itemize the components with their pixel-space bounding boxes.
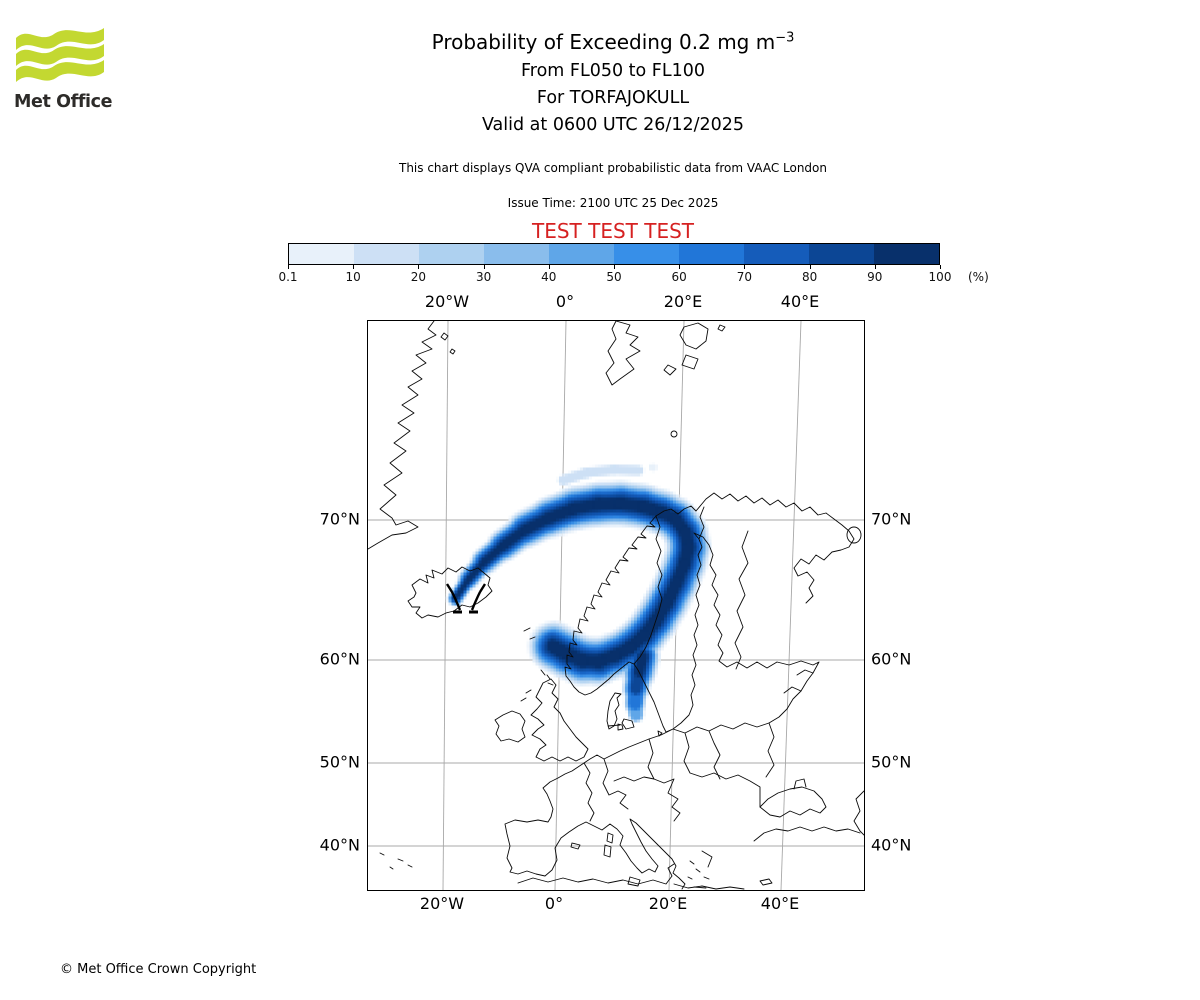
colorbar-tick [940,265,941,269]
colorbar-segment [419,244,484,264]
axis-label-lat-right: 60°N [871,649,912,669]
met-office-logo: Met Office [14,22,114,114]
axis-label-lon-bottom: 40°E [760,894,800,913]
colorbar-segment [744,244,809,264]
colorbar [288,243,940,265]
issue-time: Issue Time: 2100 UTC 25 Dec 2025 [507,196,719,210]
axis-label-lat-left: 60°N [319,649,360,669]
title-exponent: −3 [775,30,795,46]
axis-label-lon-top: 40°E [780,292,820,311]
colorbar-tick-label: 90 [867,270,883,284]
colorbar-segment [874,244,939,264]
axis-label-lon-top: 20°W [424,292,470,311]
colorbar-tick-label: 80 [801,270,818,284]
colorbar-tick-label: 70 [736,270,753,284]
axis-label-lat-left: 70°N [319,509,360,529]
colorbar-tick [353,265,355,269]
colorbar-tick [679,265,681,269]
met-office-waves-icon [16,28,104,82]
axis-label-lat-left: 40°N [319,835,360,855]
colorbar-tick-label: 40 [541,270,557,284]
colorbar-tick-label: 30 [475,270,492,284]
colorbar-tick-label: 50 [606,270,622,284]
coastline-layer [368,321,864,890]
colorbar-tick-label: 20 [410,270,427,284]
qva-description: This chart displays QVA compliant probab… [399,161,827,175]
axis-label-lat-right: 40°N [871,835,912,855]
colorbar-tick [874,265,876,269]
subtitle-flight-levels: From FL050 to FL100 [520,61,706,81]
colorbar-tick [418,265,420,269]
volcano-symbol [445,583,487,614]
colorbar-tick [483,265,485,269]
page-title: Probability of Exceeding 0.2 mg m−3 [13,30,1200,54]
axis-label-lon-bottom: 0° [544,894,564,913]
colorbar-tick [548,265,550,269]
axis-label-lon-top: 20°E [663,292,703,311]
colorbar-tick-label: 0.1 [278,270,298,284]
colorbar-tick [744,265,746,269]
map-frame [367,320,865,891]
header-block: Probability of Exceeding 0.2 mg m−3 From… [13,0,1200,243]
subtitle-valid-time: Valid at 0600 UTC 26/12/2025 [481,115,745,135]
axis-label-lat-right: 70°N [871,509,912,529]
axis-label-lon-bottom: 20°W [419,894,465,913]
colorbar-segment [289,244,354,264]
colorbar-unit-label: (%) [968,270,989,284]
axis-label-lat-left: 50°N [319,752,360,772]
test-banner: TEST TEST TEST [531,219,694,243]
axis-label-lon-top: 0° [555,292,575,311]
axis-label-lon-bottom: 20°E [648,894,688,913]
colorbar-segment [809,244,874,264]
colorbar-segment [614,244,679,264]
colorbar-tick [809,265,811,269]
colorbar-tick-label: 10 [345,270,361,284]
colorbar-tick [288,265,289,269]
title-text: Probability of Exceeding 0.2 mg m [431,30,776,54]
colorbar-tick [614,265,615,269]
colorbar-tick-label: 60 [671,270,687,284]
colorbar-tick-label: 100 [928,270,952,284]
subtitle-volcano: For TORFAJOKULL [536,88,690,108]
colorbar-segment [484,244,549,264]
colorbar-segment [354,244,419,264]
axis-label-lat-right: 50°N [871,752,912,772]
copyright-text: © Met Office Crown Copyright [60,962,257,977]
colorbar-segment [549,244,614,264]
logo-brand-text: Met Office [14,92,113,112]
colorbar-segment [679,244,744,264]
ash-probability-layer [368,321,864,890]
